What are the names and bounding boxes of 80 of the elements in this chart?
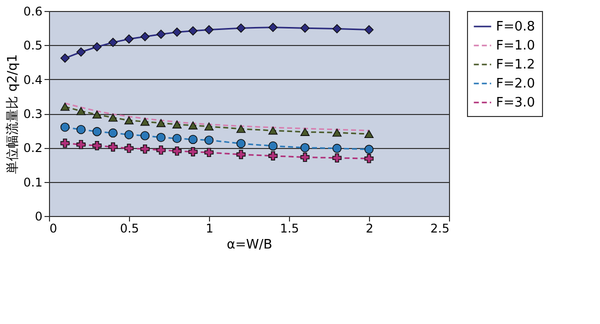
point [76, 124, 86, 134]
point [156, 30, 166, 39]
y-tick-label: 0.4 [23, 72, 42, 87]
point [332, 128, 342, 137]
point [300, 128, 310, 136]
point [140, 32, 150, 42]
point [236, 150, 246, 160]
point [108, 128, 118, 138]
point [236, 24, 246, 33]
point [140, 118, 150, 126]
point [156, 119, 166, 128]
point [124, 130, 134, 140]
y-tick-label: 0.6 [23, 4, 42, 18]
point [172, 134, 182, 144]
point [204, 136, 214, 145]
point [156, 145, 166, 155]
legend-label: F=1.2 [496, 58, 536, 72]
point [268, 22, 278, 32]
legend-label: F=2.0 [496, 76, 536, 92]
point [332, 153, 342, 162]
x-tick-label: 0.5 [120, 222, 140, 236]
x-axis-title: α=W/B [226, 238, 272, 252]
point [188, 134, 198, 144]
point [364, 25, 374, 34]
point [300, 143, 310, 152]
point [364, 130, 374, 138]
point [76, 107, 86, 116]
point [108, 114, 118, 122]
y-tick-label: 0 [34, 210, 42, 224]
y-axis-title: 単位幅流量比 q2/q1 [4, 54, 20, 174]
point [60, 102, 70, 111]
point [364, 154, 374, 164]
point [140, 144, 150, 154]
point [156, 132, 166, 142]
y-tick-label: 0.2 [23, 141, 42, 156]
point [332, 24, 342, 34]
point [140, 131, 150, 140]
point [364, 144, 374, 154]
x-tick-label: 2 [366, 222, 374, 236]
point [60, 122, 70, 132]
y-tick-label: 0.3 [23, 107, 42, 121]
x-tick-label: 1 [206, 222, 214, 236]
point [300, 24, 310, 33]
point [188, 121, 198, 130]
legend-label: F=1.0 [496, 38, 536, 54]
point [332, 144, 342, 153]
y-tick-label: 0.1 [23, 175, 42, 190]
point [92, 110, 102, 119]
point [124, 116, 134, 124]
point [204, 25, 214, 34]
point [268, 141, 278, 151]
point [60, 138, 70, 148]
point [172, 120, 182, 128]
legend-label: F=3.0 [496, 96, 536, 110]
point [268, 151, 278, 160]
point [236, 138, 246, 148]
point [172, 28, 182, 37]
point [92, 127, 102, 136]
point [204, 148, 214, 158]
x-tick-label: 0 [50, 222, 58, 236]
point [124, 144, 134, 153]
x-tick-label: 2.5 [430, 222, 450, 236]
point [76, 47, 86, 57]
point [108, 38, 118, 48]
point [172, 146, 182, 156]
point [204, 122, 214, 131]
point [60, 54, 70, 63]
y-tick-label: 0.5 [23, 38, 42, 53]
point [92, 42, 102, 52]
point [124, 34, 134, 44]
point [300, 152, 310, 162]
point [268, 126, 278, 135]
point [108, 142, 118, 152]
legend-label: F=0.8 [496, 20, 536, 34]
point [76, 140, 86, 150]
x-tick-label: 1.5 [280, 222, 300, 236]
point [188, 26, 198, 36]
point [188, 147, 198, 156]
point [92, 141, 102, 150]
point [236, 124, 246, 133]
